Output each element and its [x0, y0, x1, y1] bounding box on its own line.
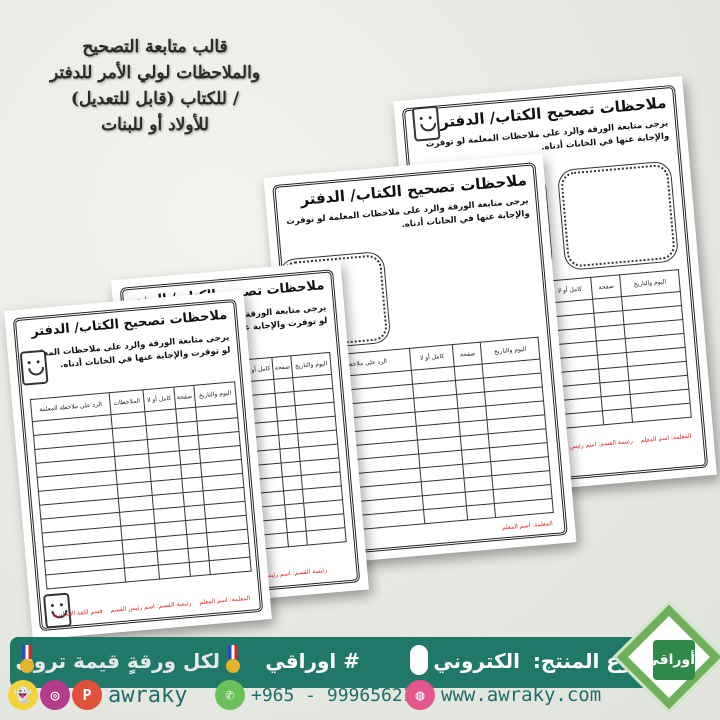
column-header: صفحة — [452, 342, 483, 367]
pinterest-icon[interactable]: P — [72, 680, 102, 710]
column-header: صفحة — [271, 355, 293, 380]
phone-number[interactable]: +965 - 99965621 — [251, 684, 414, 706]
cloud-box — [560, 163, 676, 268]
table-cell — [306, 527, 347, 546]
mascot-icon — [19, 349, 49, 386]
whatsapp-icon[interactable]: ✆ — [215, 680, 245, 710]
snapchat-icon[interactable]: 👻 — [8, 680, 38, 710]
hashtag: # اوراقي — [265, 649, 360, 673]
column-header: صفحة — [173, 385, 196, 410]
headline-line: والملاحظات لولي الأمر للدفتر — [49, 63, 261, 83]
contact-phone: ✆ +965 - 99965621 — [215, 675, 414, 715]
headline-line: / للكتاب (قابل للتعديل) — [70, 89, 240, 109]
headline-line: للأولاد أو للبنات — [101, 115, 209, 135]
column-header: صفحة — [591, 274, 622, 300]
column-header: كامل أو لا — [142, 387, 176, 412]
logo: أوراقي — [645, 640, 695, 680]
table-cell — [602, 408, 633, 425]
column-header: الملاحظات — [108, 389, 145, 415]
slogan: لكل ورقةٍ قيمة تروى — [15, 649, 220, 673]
medal-icon — [20, 645, 34, 677]
table-cell — [287, 531, 308, 547]
social-handle[interactable]: awraky — [108, 682, 188, 708]
mouse-icon — [410, 645, 428, 675]
dribbble-icon[interactable]: ◍ — [405, 680, 435, 710]
headline-line: قالب متابعة التصحيح — [82, 37, 228, 57]
table-cell — [466, 503, 496, 520]
table-cell — [208, 557, 252, 575]
contact-row: 👻 ◎ P awraky — [8, 675, 187, 715]
table-cell — [158, 562, 191, 580]
table-cell — [188, 560, 211, 577]
table-cell — [124, 565, 160, 583]
worksheet-preview-table: ملاحظات تصحيح الكتاب/ الدفتر يرجى متابعة… — [4, 290, 272, 640]
contact-web: ◍ www.awraky.com — [405, 675, 601, 715]
medal-icon — [226, 645, 240, 677]
product-type-value: الكتروني — [433, 649, 520, 673]
mascot-icon — [411, 105, 441, 142]
headline: قالب متابعة التصحيح والملاحظات لولي الأم… — [40, 34, 270, 138]
website[interactable]: www.awraky.com — [441, 684, 602, 706]
instagram-icon[interactable]: ◎ — [40, 680, 70, 710]
